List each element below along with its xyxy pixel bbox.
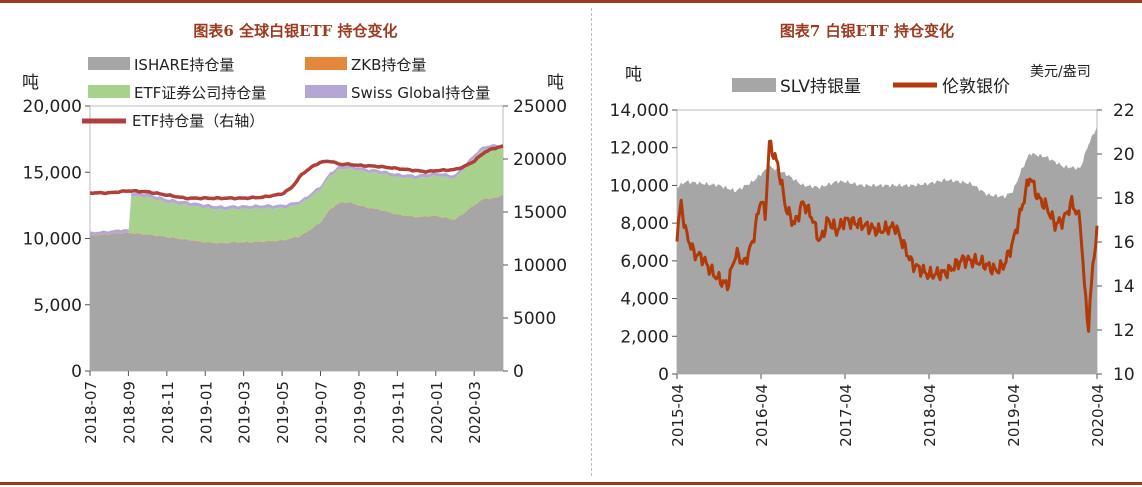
left-y-tick-label: 10,000 [610,176,669,196]
right-y-tick-label: 15000 [513,203,567,223]
x-tick-label: 2016-04 [753,384,771,447]
legend-swatch [305,57,347,70]
bottom-rule [0,482,1142,485]
left-y-axis-label: 吨 [22,73,39,93]
panel-separator [591,8,592,476]
legend-label: ZKB持仓量 [351,56,426,74]
right-y-axis-label: 吨 [547,73,564,93]
right-y-tick-label: 10 [1113,365,1135,385]
right-y-tick-label: 22 [1113,101,1135,121]
left-y-tick-label: 10,000 [23,230,82,250]
legend-label: ETF证券公司持仓量 [134,84,266,102]
series-london-silver-price-line [675,139,1099,333]
x-tick-label: 2019-01 [197,381,215,444]
legend-label: 伦敦银价 [942,77,1010,97]
right-chart-title: 图表7 白银ETF 持仓变化 [779,22,955,40]
legend-label: SLV持银量 [780,77,861,97]
x-tick-label: 2015-04 [669,384,687,447]
legend-swatch [88,85,130,98]
series-ishare-area [90,194,503,371]
left-y-tick-label: 0 [658,365,669,385]
x-tick-label: 2019-11 [389,381,407,444]
left-y-tick-label: 12,000 [610,139,669,159]
right-y-axis-label: 美元/盎司 [1030,64,1091,80]
legend-label: ISHARE持仓量 [134,56,234,74]
x-tick-label: 2020-03 [466,381,484,444]
x-tick-label: 2019-03 [236,381,254,444]
left-y-tick-label: 2,000 [620,327,669,347]
right-y-tick-label: 0 [513,362,524,382]
global-silver-etf-holdings-chart: 0 5,000 10,000 15,000 20,000 0 5000 10000 15000 2… [22,56,567,444]
series-slv-area [677,126,1097,374]
legend-swatch [305,85,347,98]
legend-label: ETF持仓量（右轴） [132,112,264,130]
top-rule [0,0,1142,3]
left-y-tick-label: 8,000 [620,214,669,234]
x-tick-label: 2020-01 [428,381,446,444]
x-tick-label: 2019-07 [313,381,331,444]
legend-swatch [732,78,776,92]
left-y-tick-label: 4,000 [620,290,669,310]
left-y-tick-label: 5,000 [33,296,82,316]
right-y-tick-label: 12 [1113,321,1135,341]
left-y-tick-label: 20,000 [23,97,82,117]
series-etf-securities-area [90,147,503,244]
x-tick-label: 2019-05 [274,381,292,444]
left-y-tick-label: 15,000 [23,163,82,183]
left-y-tick-label: 0 [71,362,82,382]
legend-label: Swiss Global持仓量 [351,84,490,102]
right-y-tick-label: 18 [1113,189,1135,209]
right-y-tick-label: 10000 [513,256,567,276]
right-y-tick-label: 16 [1113,233,1135,253]
right-y-tick-label: 20000 [513,150,567,170]
left-y-tick-label: 14,000 [610,101,669,121]
right-y-tick-label: 14 [1113,277,1135,297]
x-tick-label: 2018-09 [120,381,138,444]
series-etf-total-line [89,144,504,201]
x-tick-label: 2018-11 [159,381,177,444]
left-y-axis-label: 吨 [625,65,642,85]
x-tick-label: 2017-04 [837,384,855,447]
right-y-tick-label: 5000 [513,309,556,329]
legend-swatch [88,57,130,70]
x-tick-label: 2018-07 [82,381,100,444]
x-tick-label: 2019-09 [351,381,369,444]
x-tick-label: 2020-04 [1089,384,1107,447]
right-y-tick-label: 20 [1113,145,1135,165]
x-tick-label: 2019-04 [1005,384,1023,447]
x-tick-label: 2018-04 [921,384,939,447]
right-y-tick-label: 25000 [513,97,567,117]
left-y-tick-label: 6,000 [620,252,669,272]
left-chart-title: 图表6 全球白银ETF 持仓变化 [193,22,398,40]
